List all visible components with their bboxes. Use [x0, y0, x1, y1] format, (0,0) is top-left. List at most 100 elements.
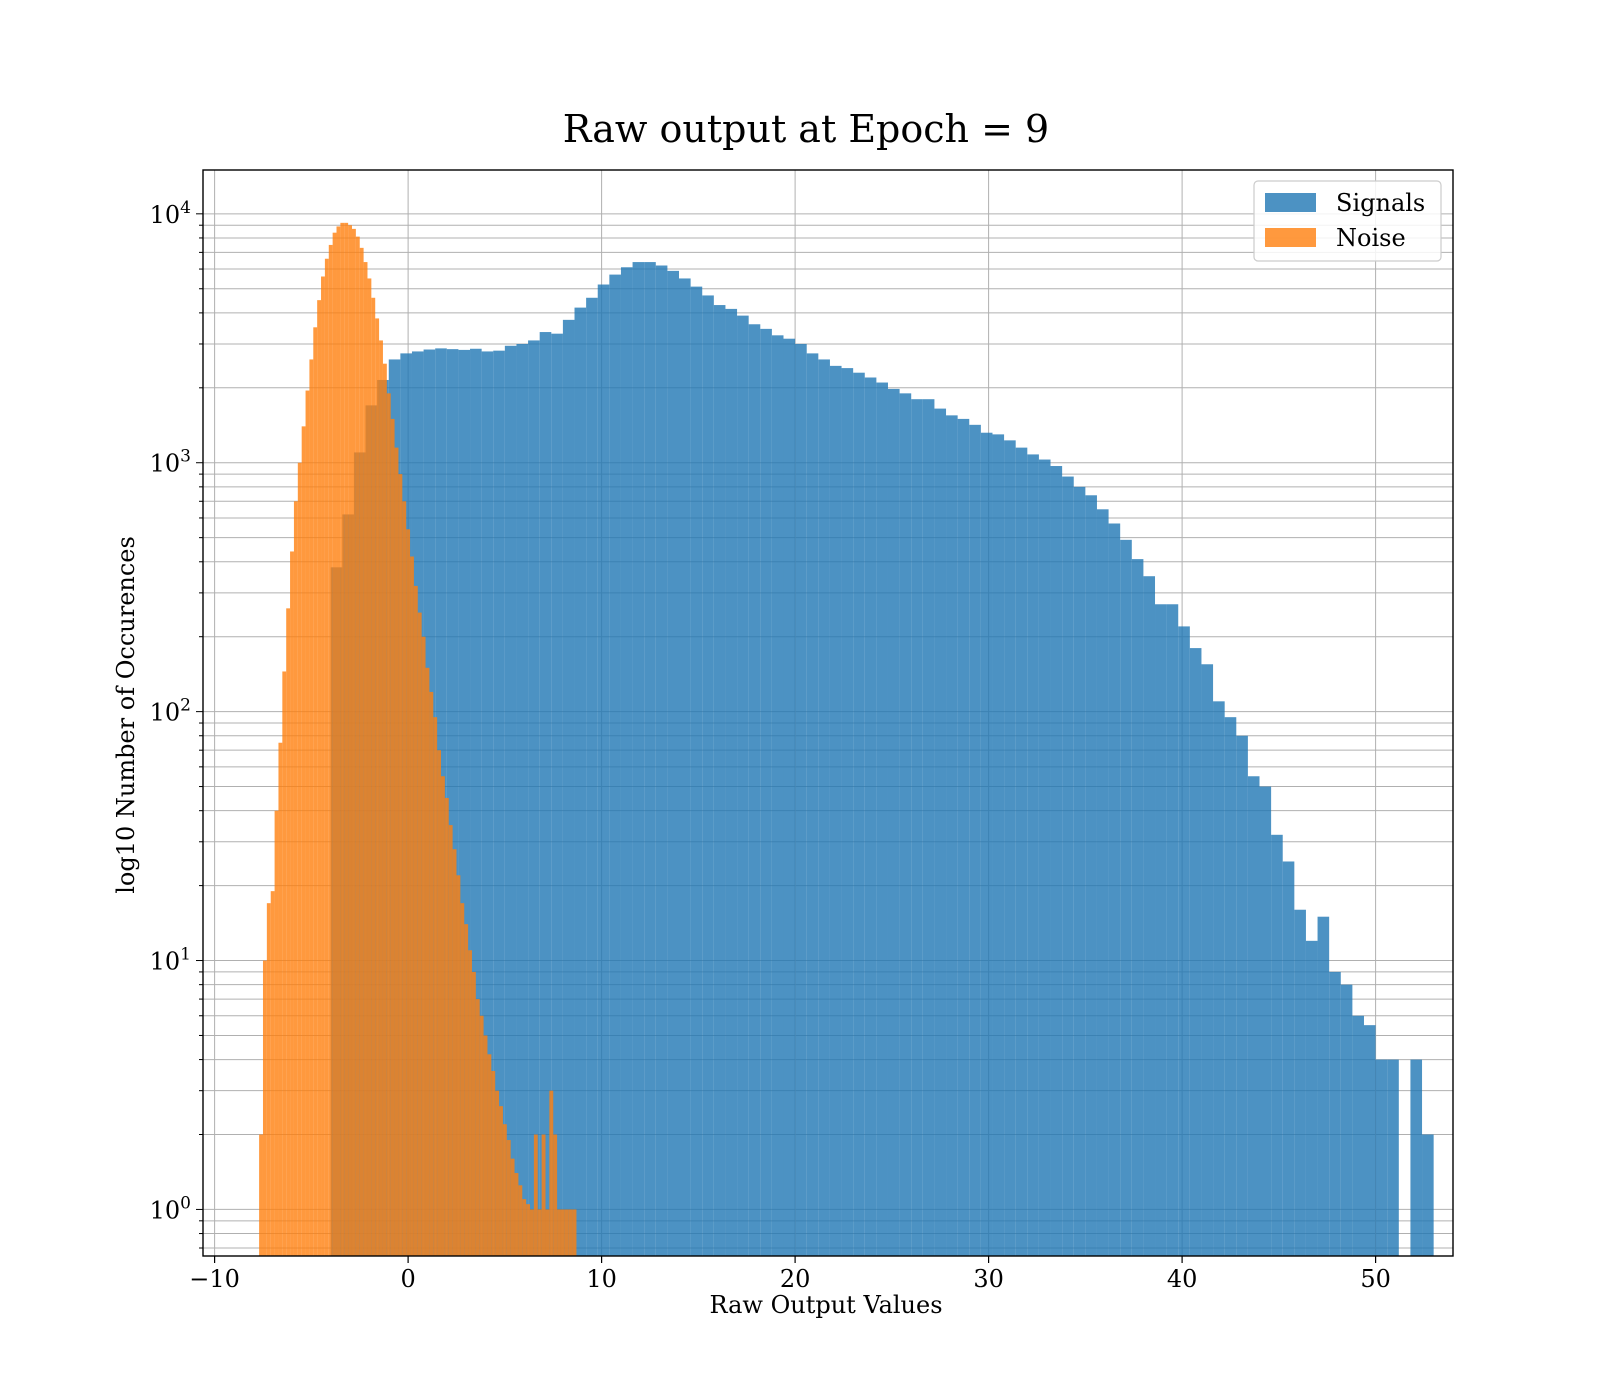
- histogram-bar: [332, 232, 337, 1257]
- histogram-bar: [282, 671, 287, 1256]
- histogram-bar: [1027, 454, 1039, 1256]
- histogram-bar: [560, 1209, 565, 1256]
- histogram-bar: [564, 1209, 569, 1256]
- histogram-bar: [1259, 786, 1272, 1256]
- histogram-bar: [429, 691, 434, 1256]
- histogram-bar: [446, 349, 459, 1256]
- histogram-bar: [479, 1015, 484, 1256]
- x-tick-label: 0: [400, 1265, 415, 1293]
- histogram-bar: [495, 1090, 500, 1256]
- histogram-bar: [470, 348, 482, 1256]
- histogram-bar: [545, 1209, 550, 1256]
- x-tick-label: 40: [1167, 1265, 1198, 1293]
- histogram-bar: [340, 222, 345, 1257]
- histogram-bar: [853, 372, 865, 1256]
- histogram-bar: [562, 319, 575, 1257]
- legend-swatch-noise: [1265, 228, 1316, 247]
- histogram-bar: [597, 284, 610, 1256]
- histogram-bar: [506, 1140, 511, 1256]
- histogram-bar: [471, 971, 476, 1256]
- x-axis-label: Raw Output Values: [709, 1291, 942, 1319]
- histogram-bar: [572, 1209, 577, 1256]
- histogram-bar: [539, 332, 552, 1256]
- y-tick-label: 100: [150, 1193, 191, 1224]
- histogram-bar: [553, 1134, 558, 1256]
- legend-swatch-signals: [1265, 193, 1316, 212]
- histogram-bar: [290, 551, 294, 1256]
- histogram-bar: [551, 333, 563, 1256]
- histogram-bar: [533, 1134, 538, 1256]
- legend-label-noise: Noise: [1336, 224, 1406, 252]
- histogram-bar: [522, 1199, 527, 1256]
- histogram-bar: [475, 999, 480, 1256]
- histogram-bar: [371, 297, 376, 1256]
- histogram-bar: [1166, 604, 1179, 1256]
- histogram-bar: [502, 1124, 507, 1256]
- x-tick-label: −10: [189, 1265, 240, 1293]
- histogram-bar: [644, 262, 656, 1256]
- y-tick-label: 103: [150, 447, 191, 478]
- histogram-bar: [771, 335, 784, 1256]
- histogram-bar: [946, 415, 958, 1256]
- histogram-bar: [1143, 576, 1156, 1256]
- histogram-bar: [379, 340, 383, 1257]
- histogram-bar: [1410, 1059, 1423, 1256]
- histogram-bar: [421, 636, 426, 1256]
- histogram-bar: [1375, 1059, 1388, 1256]
- histogram-bar: [293, 501, 298, 1256]
- histogram-bar: [1387, 1059, 1399, 1256]
- histogram-bar: [1305, 940, 1318, 1256]
- x-tick-label: 10: [586, 1265, 617, 1293]
- histogram-bar: [1004, 440, 1016, 1256]
- histogram-bar: [1422, 1134, 1434, 1256]
- histogram-bar: [713, 305, 726, 1256]
- histogram-bar: [301, 426, 306, 1257]
- histogram-bar: [328, 244, 333, 1257]
- histogram-bar: [586, 297, 598, 1256]
- histogram-bar: [1073, 486, 1086, 1257]
- histogram-bar: [259, 1134, 263, 1256]
- histogram-bar: [359, 247, 364, 1257]
- histogram-bar: [297, 462, 302, 1256]
- histogram-bar: [1329, 971, 1341, 1256]
- histogram-bar: [413, 585, 418, 1256]
- histogram-bar: [841, 368, 854, 1256]
- histogram-bar: [549, 1090, 554, 1256]
- legend: Signals Noise: [1253, 180, 1442, 262]
- histogram-bar: [491, 1070, 496, 1256]
- histogram-bar: [510, 1158, 515, 1256]
- histogram-bar: [1038, 459, 1051, 1256]
- x-tick-label: 20: [780, 1265, 811, 1293]
- histogram-bar: [386, 393, 391, 1256]
- histogram-bar: [1282, 861, 1295, 1256]
- histogram-bar: [1340, 984, 1353, 1256]
- histogram-bar: [336, 226, 341, 1256]
- histogram-bar: [864, 377, 877, 1256]
- histogram-bar: [363, 262, 368, 1256]
- histogram-bar: [1178, 626, 1190, 1256]
- histogram-bar: [504, 345, 517, 1256]
- series-noise-bars: [259, 222, 577, 1257]
- histogram-bar: [1352, 1015, 1364, 1256]
- histogram-bar: [957, 418, 970, 1257]
- histogram-bar: [829, 365, 842, 1256]
- histogram-bar: [458, 349, 471, 1256]
- histogram-bar: [541, 1134, 546, 1256]
- histogram-bar: [667, 270, 680, 1256]
- histogram-bar: [448, 825, 453, 1256]
- plot-area-frame: [202, 169, 1454, 1257]
- histogram-bar: [518, 1185, 523, 1256]
- histogram-bar: [270, 891, 275, 1256]
- histogram-bar: [487, 1054, 492, 1256]
- histogram-bar: [922, 399, 935, 1256]
- x-tick-label: 30: [973, 1265, 1004, 1293]
- histogram-bar: [795, 343, 807, 1256]
- histogram-bar: [528, 340, 540, 1257]
- histogram-bar: [390, 418, 395, 1257]
- histogram-bar: [425, 667, 430, 1256]
- histogram-bar: [574, 307, 587, 1256]
- histogram-bar: [806, 353, 819, 1256]
- histogram-bar: [969, 424, 981, 1257]
- histogram-bar: [309, 359, 314, 1256]
- histogram-bar: [1317, 916, 1330, 1256]
